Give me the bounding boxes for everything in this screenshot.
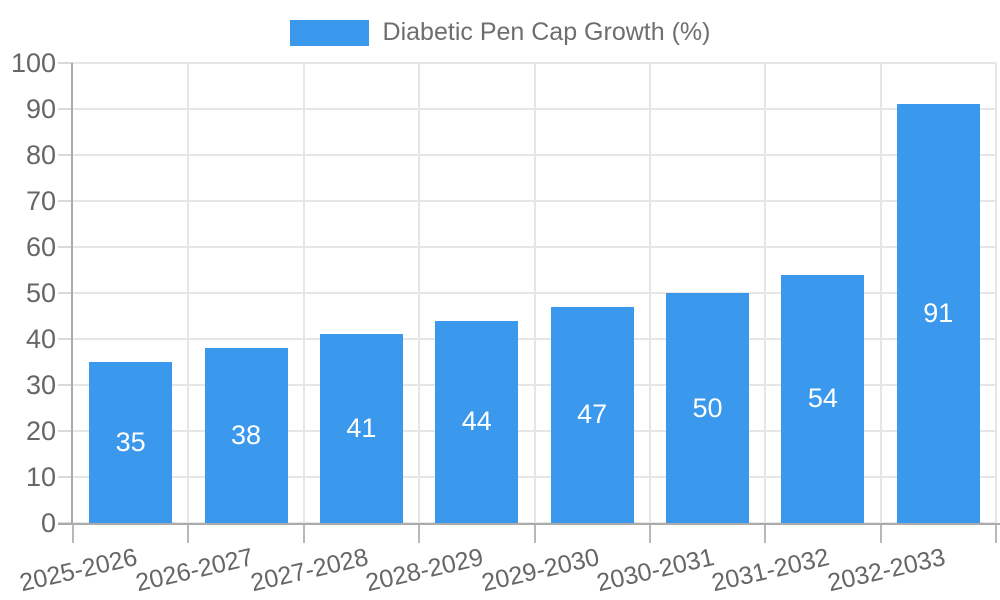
x-tick-mark xyxy=(187,524,190,543)
x-tick-label: 2031-2032 xyxy=(709,543,833,598)
bar-value-label: 47 xyxy=(577,399,608,430)
x-gridline xyxy=(648,63,651,523)
y-tick-label: 70 xyxy=(25,186,56,216)
y-tick-mark xyxy=(58,154,73,156)
x-tick-label: 2027-2028 xyxy=(247,543,371,598)
y-tick-mark xyxy=(58,430,73,432)
y-tick-label: 50 xyxy=(25,278,56,308)
y-tick-mark xyxy=(58,476,73,478)
x-tick-mark xyxy=(418,524,421,543)
y-tick-mark xyxy=(58,62,73,64)
y-tick-label: 30 xyxy=(25,370,56,400)
x-tick-mark xyxy=(879,524,882,543)
bar[interactable]: 44 xyxy=(435,320,519,523)
x-tick-label: 2032-2033 xyxy=(824,543,948,598)
x-tick-mark xyxy=(72,524,74,543)
x-gridline xyxy=(533,63,536,523)
x-tick-mark xyxy=(648,524,651,543)
y-tick-mark xyxy=(58,292,73,294)
bar-value-label: 44 xyxy=(461,406,492,437)
bar[interactable]: 91 xyxy=(896,104,980,523)
x-tick-mark xyxy=(533,524,536,543)
y-tick-mark xyxy=(58,200,73,202)
bar-value-label: 41 xyxy=(346,413,377,444)
bar-value-label: 54 xyxy=(807,383,838,414)
y-tick-label: 0 xyxy=(40,508,56,538)
x-tick-label: 2025-2026 xyxy=(17,543,140,598)
legend-swatch xyxy=(289,19,369,46)
y-tick-label: 60 xyxy=(25,232,56,262)
x-gridline xyxy=(302,63,305,523)
legend-label: Diabetic Pen Cap Growth (%) xyxy=(382,18,711,46)
bar[interactable]: 35 xyxy=(89,362,173,523)
bar[interactable]: 47 xyxy=(550,306,634,523)
y-tick-mark xyxy=(58,108,73,110)
bar[interactable]: 38 xyxy=(204,348,288,523)
bar-value-label: 35 xyxy=(115,427,146,457)
x-tick-mark xyxy=(995,524,997,543)
y-tick-label: 20 xyxy=(25,416,56,446)
x-gridline xyxy=(879,63,882,523)
y-tick-mark xyxy=(58,384,73,386)
x-tick-label: 2030-2031 xyxy=(594,543,717,598)
y-tick-label: 40 xyxy=(25,324,56,354)
x-tick-label: 2029-2030 xyxy=(478,543,602,598)
x-tick-mark xyxy=(302,524,305,543)
bar[interactable]: 50 xyxy=(666,293,750,523)
bar[interactable]: 41 xyxy=(319,334,403,523)
y-tick-mark xyxy=(58,338,73,340)
x-gridline xyxy=(418,63,421,523)
bar-value-label: 50 xyxy=(692,392,723,423)
bar[interactable]: 54 xyxy=(781,274,865,523)
y-tick-label: 80 xyxy=(25,140,56,170)
x-gridline xyxy=(187,63,190,523)
bar-value-label: 91 xyxy=(923,298,954,329)
y-axis-line xyxy=(71,63,73,525)
y-tick-label: 90 xyxy=(25,94,56,124)
x-tick-label: 2028-2029 xyxy=(363,543,487,598)
x-gridline xyxy=(995,63,997,523)
legend: Diabetic Pen Cap Growth (%) xyxy=(0,18,1000,47)
y-tick-label: 100 xyxy=(10,48,56,78)
bar-value-label: 38 xyxy=(231,420,262,451)
x-tick-mark xyxy=(764,524,767,543)
x-gridline xyxy=(764,63,767,523)
legend-item[interactable]: Diabetic Pen Cap Growth (%) xyxy=(289,18,711,47)
y-tick-label: 10 xyxy=(25,462,56,492)
x-tick-label: 2026-2027 xyxy=(132,543,256,598)
x-axis-line xyxy=(58,523,1000,525)
y-tick-mark xyxy=(58,246,73,248)
